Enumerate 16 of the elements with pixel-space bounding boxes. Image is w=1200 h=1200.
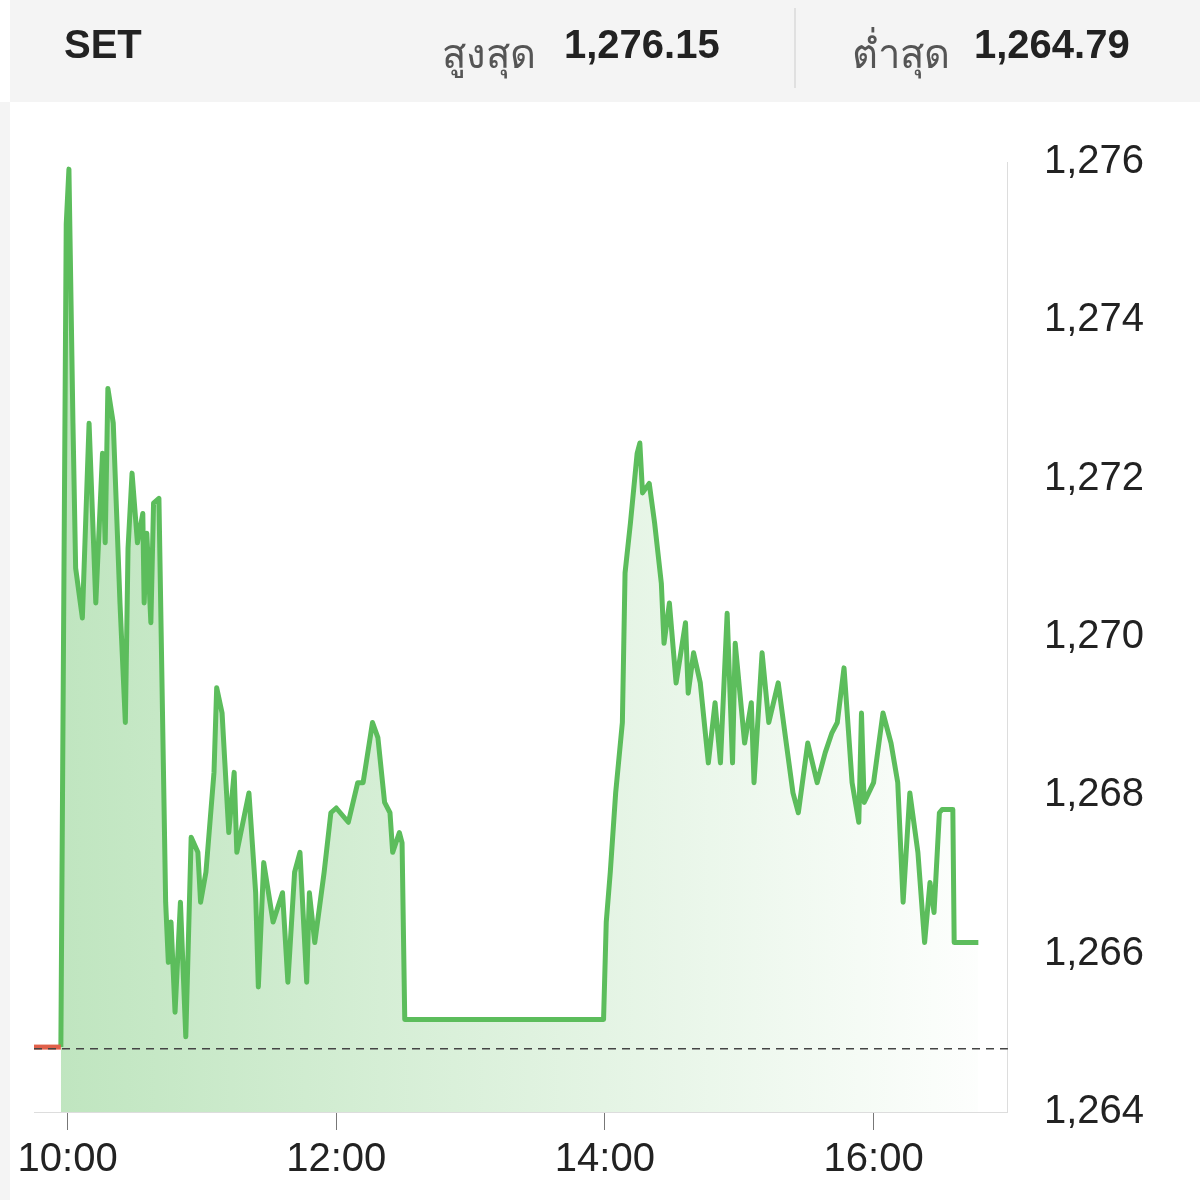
text: 1,264.79 bbox=[974, 22, 1130, 67]
text: ต่ำสุด bbox=[852, 26, 950, 81]
text: สูงสุด bbox=[442, 31, 536, 81]
text: 1,276.15 bbox=[564, 22, 720, 67]
x-tick-label: 16:00 bbox=[823, 1135, 924, 1180]
x-tick-label: 12:00 bbox=[286, 1135, 387, 1180]
y-tick-label: 1,276 bbox=[1043, 137, 1145, 182]
y-tick-label: 1,272 bbox=[1043, 453, 1145, 498]
y-tick-label: 1,264 bbox=[1043, 1087, 1145, 1132]
y-tick-label: 1,266 bbox=[1043, 928, 1145, 973]
y-tick-label: 1,274 bbox=[1043, 295, 1145, 340]
x-tick-label: 14:00 bbox=[554, 1135, 655, 1180]
y-tick-label: 1,268 bbox=[1043, 770, 1145, 815]
y-tick-label: 1,270 bbox=[1043, 612, 1145, 657]
x-tick-label: 10:00 bbox=[17, 1135, 118, 1180]
chart-title: SET bbox=[64, 22, 142, 67]
